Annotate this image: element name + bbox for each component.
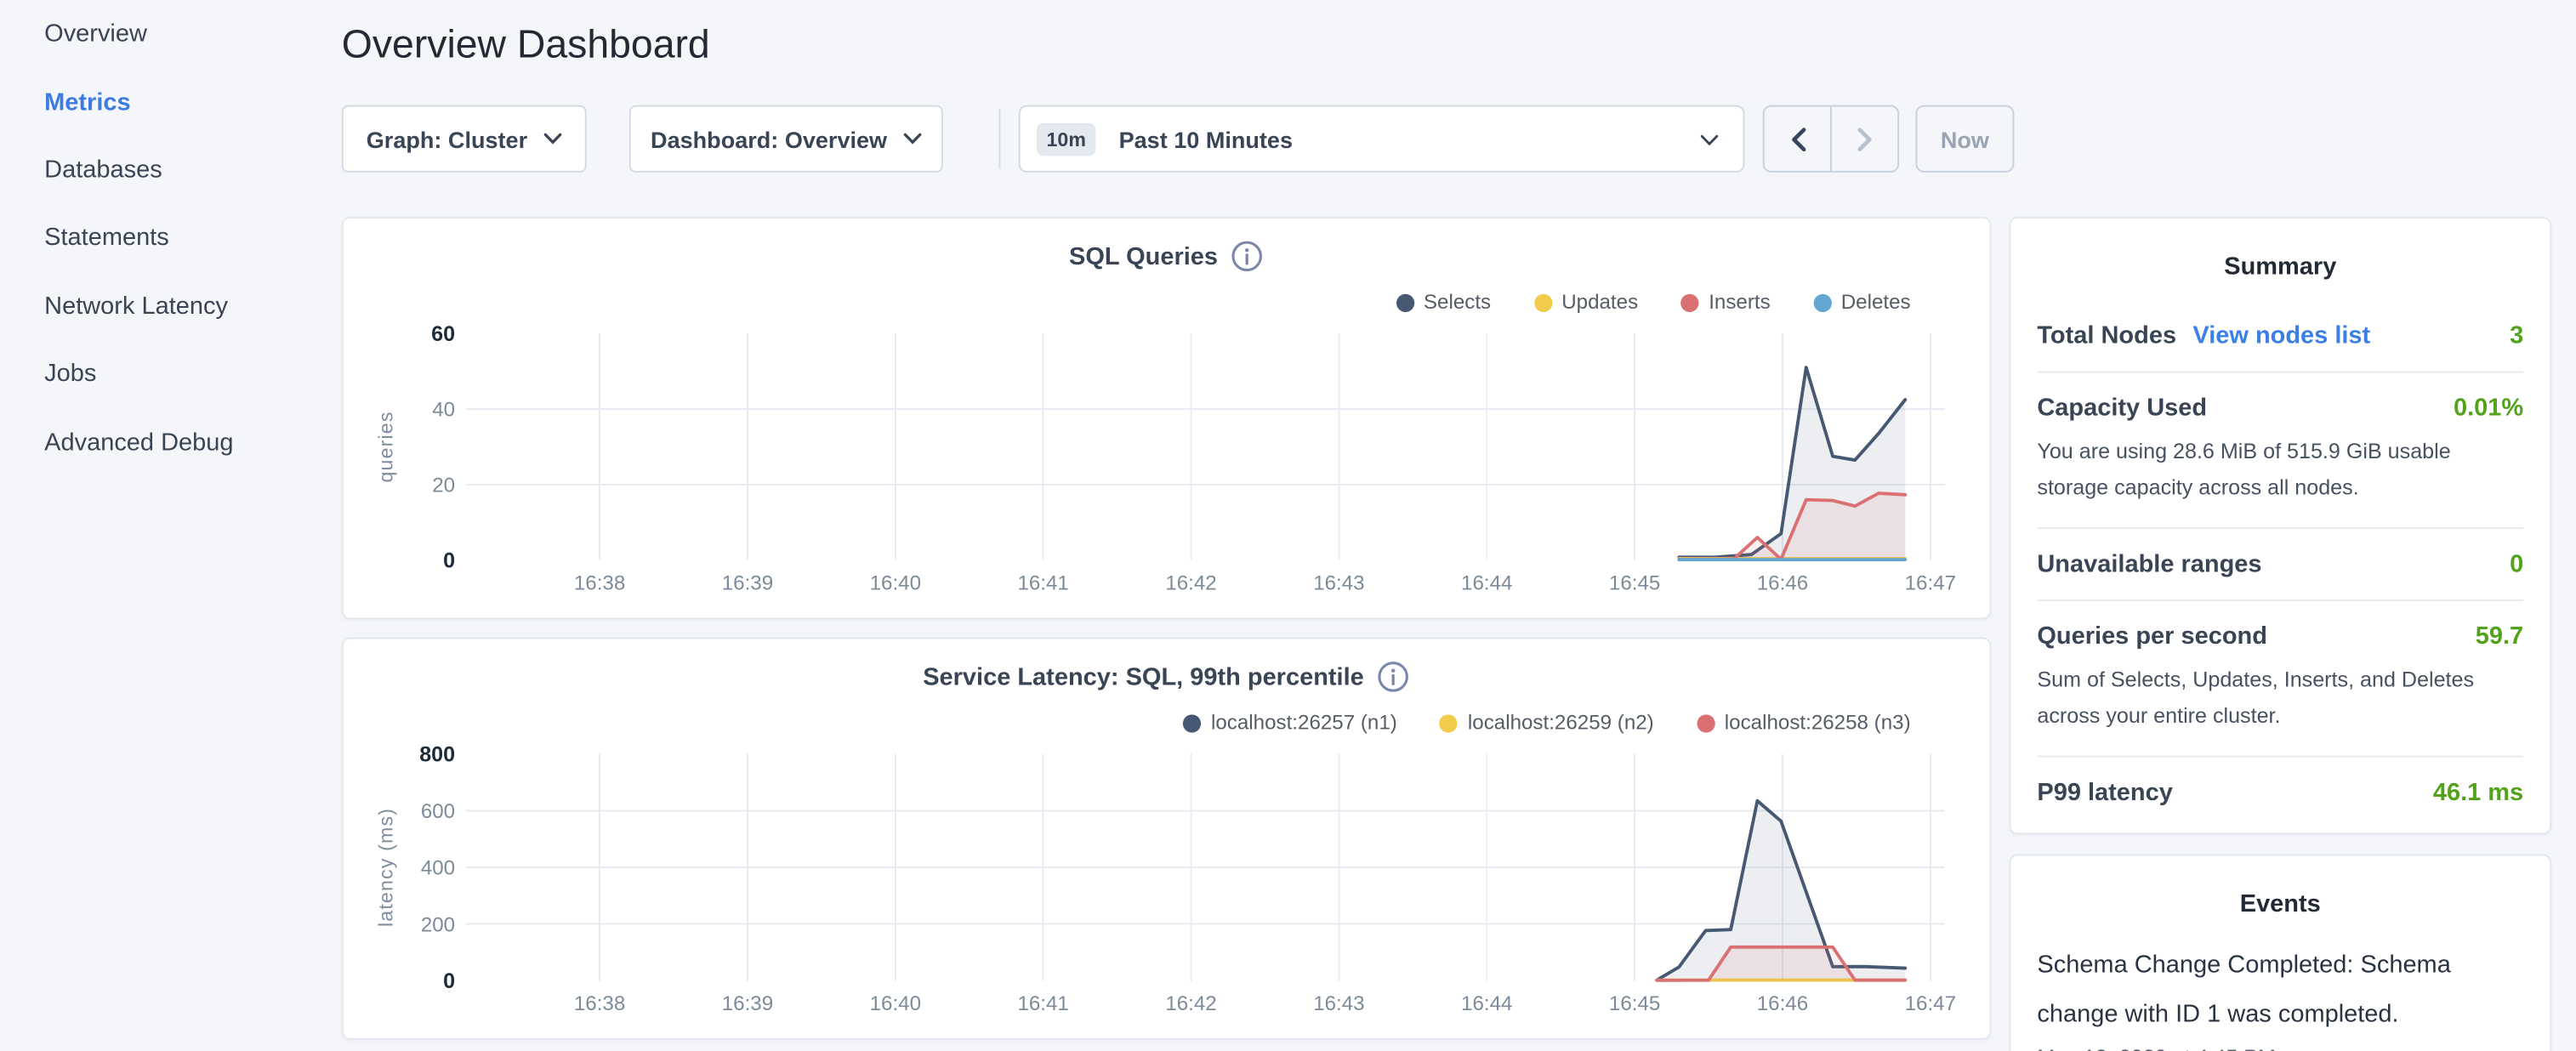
chart-card-sql-queries: SQL QueriesSelectsUpdatesInsertsDeletes1…: [342, 217, 1991, 619]
svg-text:40: 40: [432, 399, 455, 422]
chevron-left-icon: [1788, 126, 1806, 152]
svg-text:16:41: 16:41: [1017, 572, 1068, 595]
sidebar-item-databases[interactable]: Databases: [0, 136, 342, 204]
chart-card-service-latency: Service Latency: SQL, 99th percentileloc…: [342, 638, 1991, 1040]
svg-text:16:42: 16:42: [1165, 572, 1216, 595]
svg-text:16:43: 16:43: [1313, 992, 1364, 1015]
svg-text:16:40: 16:40: [870, 992, 921, 1015]
summary-row-description: Sum of Selects, Updates, Inserts, and De…: [2037, 662, 2523, 735]
chart-plot-area[interactable]: 16:38 16:39 16:40 16:41 16:42 16:43 16:44 16:45…: [344, 639, 1993, 1041]
sidebar-item-advanced-debug[interactable]: Advanced Debug: [0, 408, 342, 476]
svg-text:latency (ms): latency (ms): [375, 808, 397, 927]
dashboard-dropdown[interactable]: Dashboard: Overview: [629, 105, 943, 173]
svg-text:0: 0: [443, 969, 455, 993]
view-nodes-list-link[interactable]: View nodes list: [2192, 322, 2370, 350]
svg-text:20: 20: [432, 474, 455, 497]
svg-text:16:45: 16:45: [1609, 572, 1660, 595]
chart-plot-area[interactable]: 16:38 16:39 16:40 16:41 16:42 16:43 16:44 16:45…: [344, 219, 1993, 621]
svg-text:16:44: 16:44: [1461, 572, 1512, 595]
sidebar-item-statements[interactable]: Statements: [0, 204, 342, 272]
time-pager: [1763, 105, 1899, 173]
svg-text:60: 60: [431, 322, 455, 346]
svg-text:16:39: 16:39: [722, 992, 773, 1015]
graph-dropdown[interactable]: Graph: Cluster: [342, 105, 587, 173]
svg-text:16:46: 16:46: [1757, 992, 1808, 1015]
cockroach-admin-ui: OverviewMetricsDatabasesStatementsNetwor…: [0, 0, 2576, 1051]
svg-text:16:44: 16:44: [1461, 992, 1512, 1015]
summary-row-value: 3: [2510, 322, 2523, 350]
svg-text:800: 800: [419, 742, 455, 766]
svg-text:16:45: 16:45: [1609, 992, 1660, 1015]
time-back-button[interactable]: [1765, 107, 1832, 171]
summary-row: P99 latency 46.1 ms: [2037, 758, 2523, 828]
summary-panel: Summary Total Nodes View nodes list 3 Capac…: [2010, 217, 2551, 834]
summary-row-label: P99 latency: [2037, 779, 2172, 807]
time-range-label: Past 10 Minutes: [1119, 126, 1293, 152]
sidebar-nav: OverviewMetricsDatabasesStatementsNetwor…: [0, 0, 342, 1051]
svg-text:16:40: 16:40: [870, 572, 921, 595]
svg-text:16:39: 16:39: [722, 572, 773, 595]
svg-text:16:41: 16:41: [1017, 992, 1068, 1015]
event-item-text: Schema Change Completed: Schema change w…: [2037, 941, 2523, 1040]
summary-row-label: Total Nodes: [2037, 322, 2176, 350]
chevron-down-icon: [1700, 134, 1718, 146]
summary-title: Summary: [2037, 253, 2523, 281]
svg-text:queries: queries: [375, 411, 397, 482]
sidebar-item-network-latency[interactable]: Network Latency: [0, 272, 342, 340]
summary-row: Queries per second 59.7 Sum of Selects, Up…: [2037, 601, 2523, 758]
summary-row-label: Capacity Used: [2037, 395, 2207, 423]
time-range-picker[interactable]: 10m Past 10 Minutes: [1019, 105, 1745, 173]
chevron-down-icon: [543, 133, 561, 145]
chevron-down-icon: [903, 133, 921, 145]
time-range-badge: 10m: [1037, 122, 1096, 156]
summary-row-value: 0.01%: [2454, 395, 2523, 423]
summary-row-value: 59.7: [2476, 622, 2523, 650]
time-forward-button[interactable]: [1832, 107, 1897, 171]
chevron-right-icon: [1856, 126, 1874, 152]
summary-row: Total Nodes View nodes list 3: [2037, 301, 2523, 373]
now-button[interactable]: Now: [1915, 105, 2014, 173]
screen: OverviewMetricsDatabasesStatementsNetwor…: [0, 0, 2576, 1051]
page-title: Overview Dashboard: [342, 23, 710, 69]
event-item-timestamp: May 13, 2020 at 4:45 PM: [2037, 1045, 2523, 1051]
summary-row-description: You are using 28.6 MiB of 515.9 GiB usab…: [2037, 434, 2523, 506]
summary-row-value: 0: [2510, 551, 2523, 579]
svg-text:16:43: 16:43: [1313, 572, 1364, 595]
svg-text:16:47: 16:47: [1905, 572, 1956, 595]
svg-text:16:38: 16:38: [574, 572, 625, 595]
svg-text:600: 600: [421, 800, 455, 823]
graph-dropdown-label: Graph: Cluster: [367, 126, 527, 152]
svg-text:16:47: 16:47: [1905, 992, 1956, 1015]
sidebar-item-jobs[interactable]: Jobs: [0, 340, 342, 408]
svg-text:16:38: 16:38: [574, 992, 625, 1015]
summary-row: Unavailable ranges 0: [2037, 529, 2523, 601]
svg-text:16:42: 16:42: [1165, 992, 1216, 1015]
summary-row-label: Queries per second: [2037, 622, 2267, 650]
svg-text:16:46: 16:46: [1757, 572, 1808, 595]
events-title: Events: [2037, 890, 2523, 918]
events-panel: Events Schema Change Completed: Schema c…: [2010, 855, 2551, 1051]
summary-row: Capacity Used 0.01% You are using 28.6 MiB…: [2037, 373, 2523, 530]
summary-row-label: Unavailable ranges: [2037, 551, 2261, 579]
svg-text:200: 200: [421, 913, 455, 936]
summary-row-value: 46.1 ms: [2433, 779, 2523, 807]
svg-text:0: 0: [443, 548, 455, 572]
sidebar-item-overview[interactable]: Overview: [0, 0, 342, 68]
svg-text:400: 400: [421, 857, 455, 880]
sidebar-item-metrics[interactable]: Metrics: [0, 68, 342, 136]
toolbar-divider: [999, 108, 1001, 168]
dashboard-dropdown-label: Dashboard: Overview: [651, 126, 887, 152]
